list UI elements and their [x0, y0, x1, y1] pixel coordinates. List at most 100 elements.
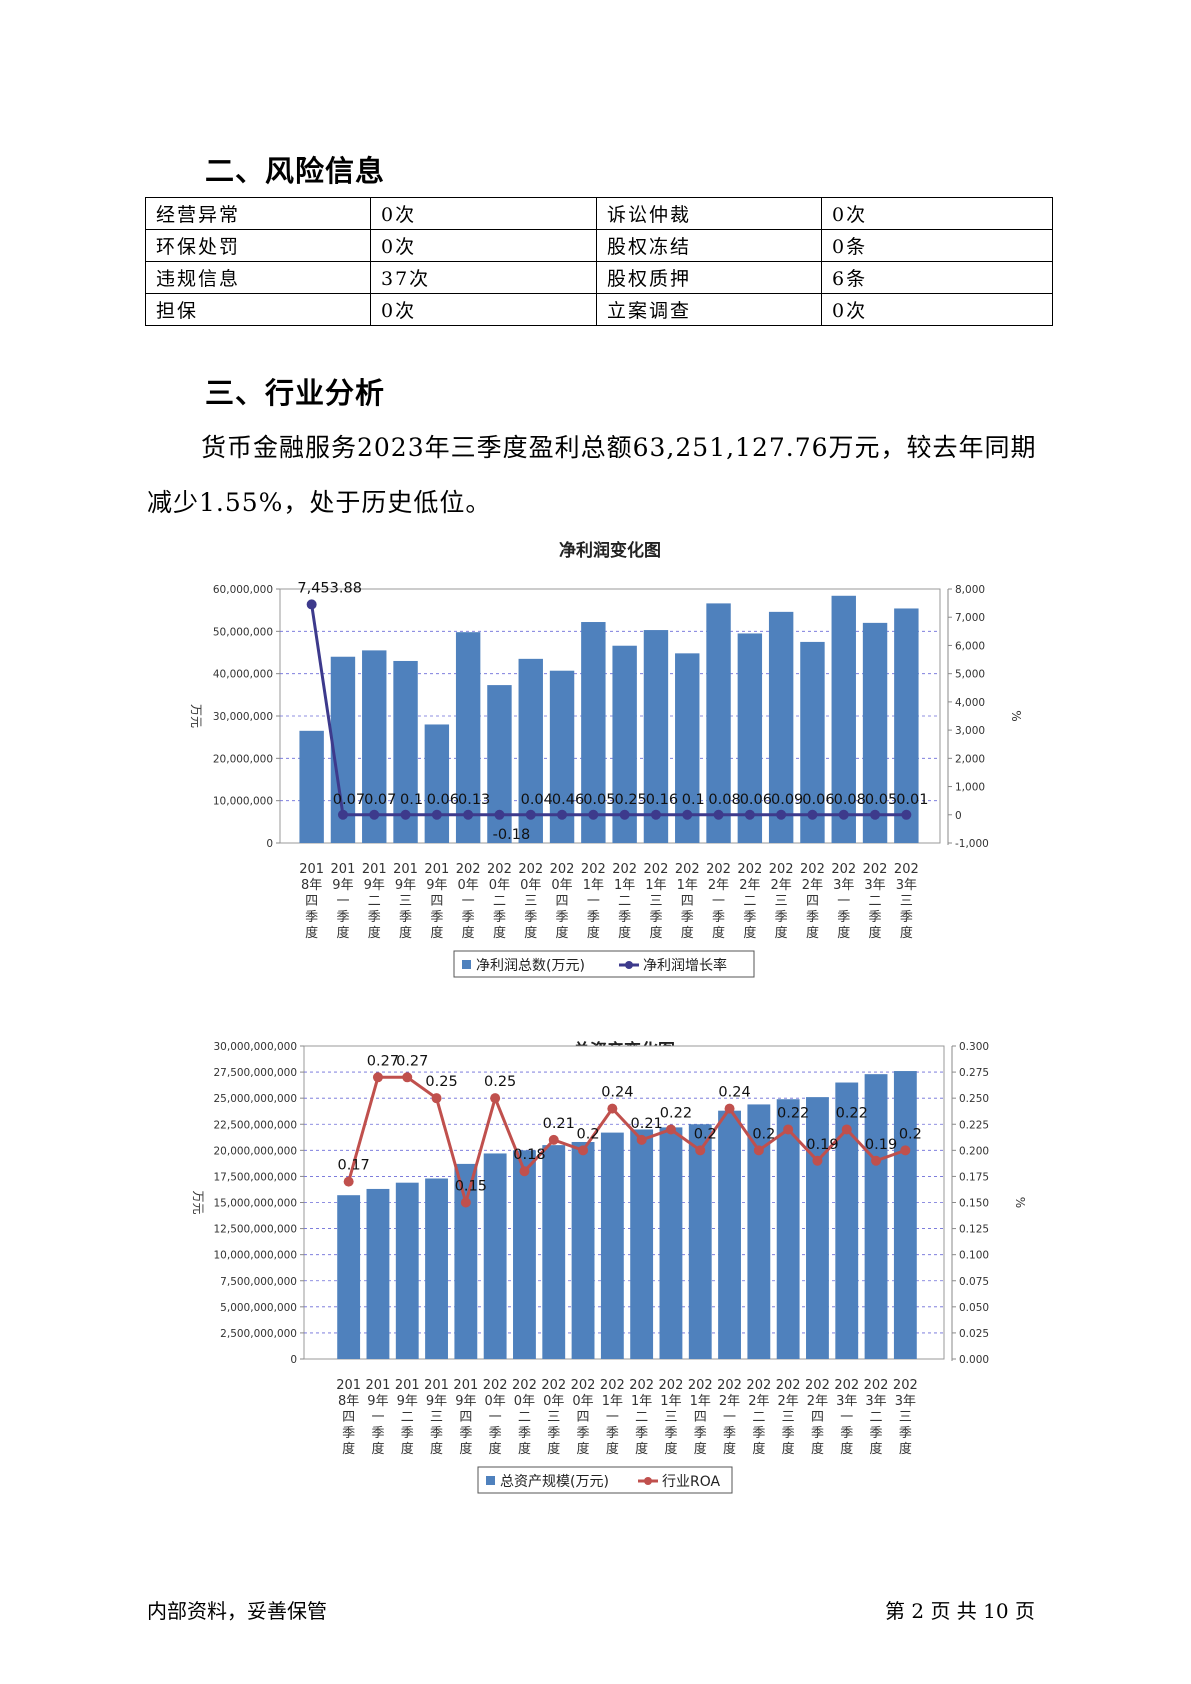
line-point — [900, 1145, 911, 1156]
line-point — [588, 809, 599, 820]
data-label: 7,453.88 — [297, 580, 362, 596]
y2-tick-label: 0.100 — [959, 1250, 989, 1262]
risk-item-value: 0次 — [370, 197, 597, 230]
bar — [483, 1153, 507, 1359]
y-tick-label: 0 — [266, 838, 273, 850]
line-point — [463, 809, 474, 820]
data-label: 0.22 — [777, 1105, 809, 1121]
series-line — [310, 604, 907, 817]
data-label: 0.07 — [364, 792, 396, 808]
x-tick-label: 202 2年二季度 — [746, 1378, 771, 1457]
line-point — [682, 809, 693, 820]
bar — [706, 603, 731, 843]
y2-tick-label: 0.225 — [959, 1119, 989, 1131]
bar — [600, 1132, 624, 1359]
data-label: 0.25 — [484, 1074, 516, 1090]
x-tick-label: 202 3年二季度 — [864, 1378, 889, 1457]
y-tick-label: 17,500,000,000 — [214, 1171, 298, 1183]
risk-item-value: 0次 — [821, 293, 1053, 326]
line-point — [490, 1093, 501, 1104]
data-label: 0.2 — [577, 1126, 600, 1142]
x-tick-label: 201 9年四季度 — [453, 1378, 478, 1457]
bar — [893, 1071, 917, 1359]
x-tick-label: 202 0年三季度 — [541, 1378, 566, 1457]
x-tick-label: 202 2年四季度 — [800, 862, 825, 941]
y2-tick-label: -1,000 — [955, 838, 989, 850]
legend-swatch-bar — [462, 960, 471, 969]
x-tick-label: 202 3年三季度 — [893, 1378, 918, 1457]
risk-item-label: 诉讼仲裁 — [596, 197, 822, 230]
risk-item-value: 0次 — [821, 197, 1053, 230]
data-label: -0.18 — [493, 827, 531, 843]
x-tick-label: 202 1年四季度 — [675, 862, 700, 941]
y-tick-label: 2,500,000,000 — [220, 1328, 297, 1340]
line-point — [619, 809, 630, 820]
y-axis-title: 万元 — [191, 1190, 205, 1214]
y2-tick-label: 0.175 — [959, 1171, 989, 1183]
x-tick-label: 201 9年二季度 — [362, 862, 387, 941]
line-point — [431, 1093, 442, 1104]
line-point — [400, 809, 411, 820]
legend-label: 总资产规模(万元) — [500, 1474, 609, 1490]
y-tick-label: 22,500,000,000 — [214, 1119, 298, 1131]
table-row: 经营异常 0次 诉讼仲裁 0次 — [145, 197, 1053, 230]
y2-tick-label: 0.275 — [959, 1067, 989, 1079]
bar — [768, 611, 794, 843]
legend-box — [453, 950, 755, 978]
data-label: 0.08 — [708, 792, 740, 808]
data-label: 0.46 — [552, 792, 584, 808]
bar — [831, 595, 856, 843]
data-label: 0.07 — [333, 792, 365, 808]
data-label: 0.24 — [601, 1085, 633, 1101]
legend-box — [477, 1466, 733, 1494]
x-tick-label: 202 3年一季度 — [831, 862, 856, 941]
y2-tick-label: 3,000 — [955, 725, 985, 737]
data-label: 0.06 — [740, 792, 772, 808]
y-tick-label: 40,000,000 — [213, 669, 273, 681]
data-label: 0.25 — [615, 792, 647, 808]
data-label: 0.27 — [367, 1053, 399, 1069]
data-label: 0.18 — [513, 1147, 545, 1163]
bar — [581, 622, 606, 843]
x-tick-label: 201 9年四季度 — [424, 862, 449, 941]
industry-summary-paragraph: 货币金融服务2023年三季度盈利总额63,251,127.76万元，较去年同期减… — [147, 420, 1057, 530]
industry-section-title: 三、行业分析 — [205, 376, 386, 410]
bar — [800, 641, 825, 843]
y-tick-label: 30,000,000 — [213, 711, 273, 723]
risk-item-label: 股权质押 — [596, 261, 822, 294]
line-point — [525, 809, 536, 820]
x-tick-label: 202 1年一季度 — [600, 1378, 625, 1457]
y-tick-label: 7,500,000,000 — [220, 1276, 297, 1288]
bar — [299, 730, 324, 843]
x-tick-label: 202 0年二季度 — [512, 1378, 537, 1457]
x-tick-label: 202 0年一季度 — [483, 1378, 508, 1457]
y2-tick-label: 2,000 — [955, 753, 985, 765]
data-label: 0.04 — [521, 792, 553, 808]
y-tick-label: 25,000,000,000 — [214, 1093, 298, 1105]
y2-tick-label: 0.050 — [959, 1302, 989, 1314]
footer-page-number: 第 2 页 共 10 页 — [885, 1599, 1035, 1623]
bar — [425, 1178, 448, 1359]
data-label: 0.21 — [631, 1116, 663, 1132]
legend-label: 净利润总数(万元) — [476, 958, 585, 974]
line-point — [337, 809, 348, 820]
legend-label: 行业ROA — [662, 1474, 721, 1490]
bar — [806, 1097, 829, 1359]
x-tick-label: 202 0年二季度 — [487, 862, 512, 941]
risk-item-value: 0条 — [821, 229, 1053, 262]
x-tick-label: 202 3年三季度 — [894, 862, 919, 941]
x-tick-label: 201 9年一季度 — [366, 1378, 391, 1457]
bar — [366, 1188, 390, 1359]
bar — [395, 1182, 419, 1359]
data-label: 0.17 — [338, 1158, 370, 1174]
data-label: 0.21 — [543, 1116, 575, 1132]
footer-left-note: 内部资料，妥善保管 — [147, 1599, 327, 1623]
y-tick-label: 60,000,000 — [213, 584, 273, 596]
data-label: 0.16 — [646, 792, 678, 808]
y2-tick-label: 0 — [955, 810, 962, 822]
bar — [542, 1145, 566, 1359]
risk-section-title: 二、风险信息 — [205, 154, 386, 188]
line-point — [870, 809, 881, 820]
risk-item-value: 6条 — [821, 261, 1053, 294]
x-tick-label: 202 2年三季度 — [769, 862, 794, 941]
